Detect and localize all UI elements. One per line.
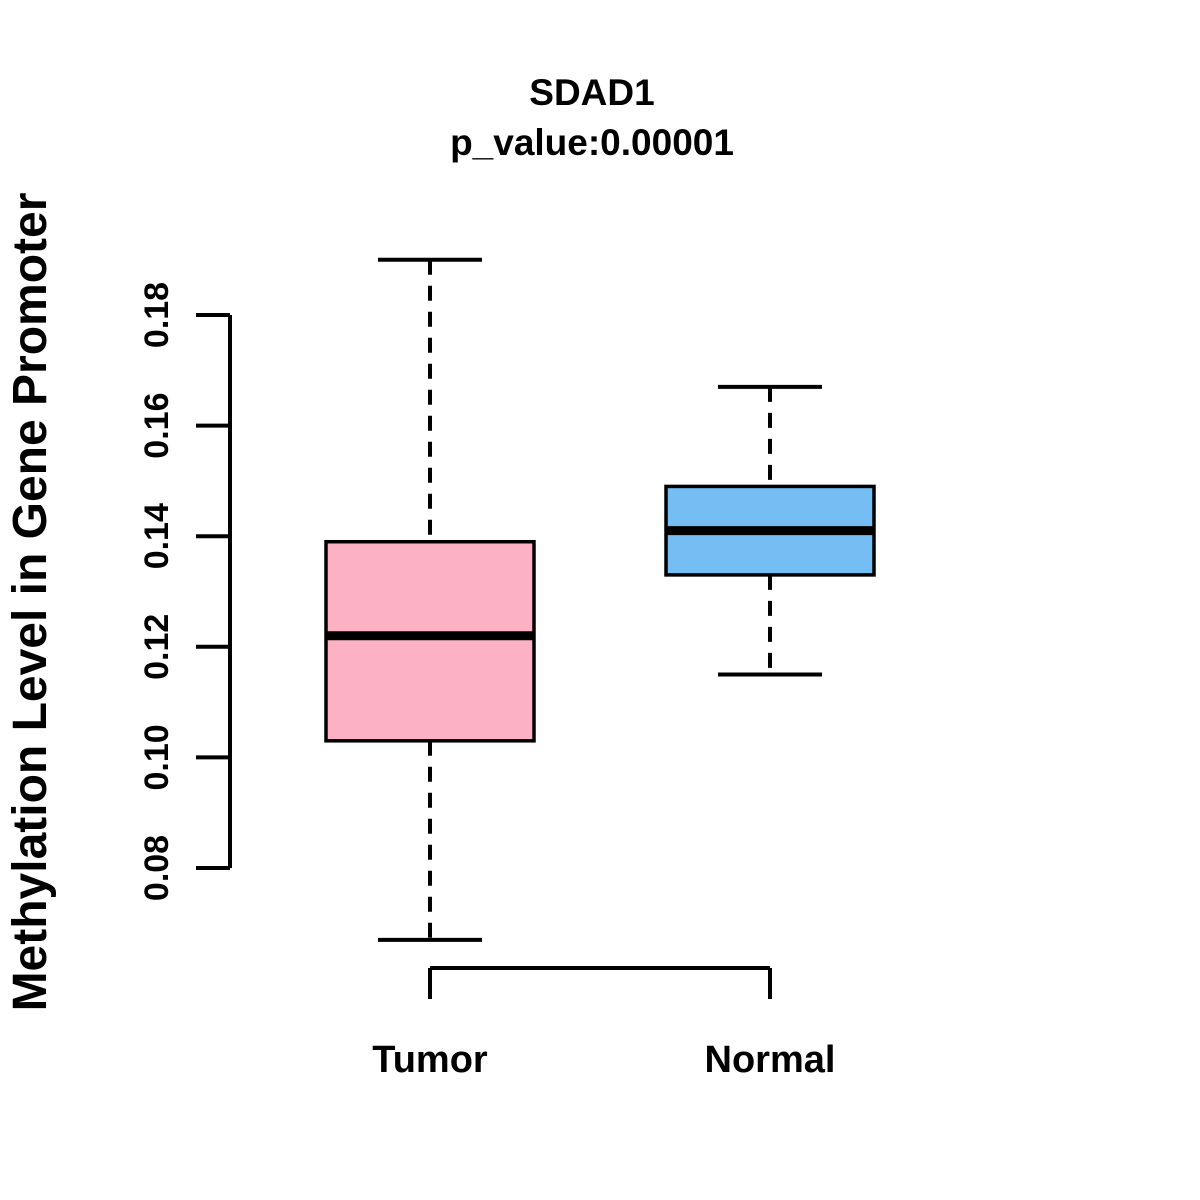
y-axis-label: Methylation Level in Gene Promoter — [4, 193, 57, 1012]
category-label-normal: Normal — [705, 1039, 836, 1081]
chart-subtitle: p_value:0.00001 — [450, 122, 734, 163]
chart-title: SDAD1 — [529, 72, 654, 113]
tumor-box — [324, 539, 536, 743]
plot-geometry: 0.08 0.10 0.12 0.14 0.16 0.18 — [138, 257, 876, 999]
y-axis-tick-label: 0.14 — [138, 503, 176, 569]
y-axis-tick-label: 0.10 — [138, 724, 176, 790]
y-axis-tick-label: 0.18 — [138, 282, 176, 348]
y-axis-tick-label: 0.16 — [138, 393, 176, 459]
y-axis-tick-label: 0.08 — [138, 835, 176, 901]
category-label-tumor: Tumor — [372, 1039, 488, 1081]
y-axis-tick-label: 0.12 — [138, 614, 176, 680]
